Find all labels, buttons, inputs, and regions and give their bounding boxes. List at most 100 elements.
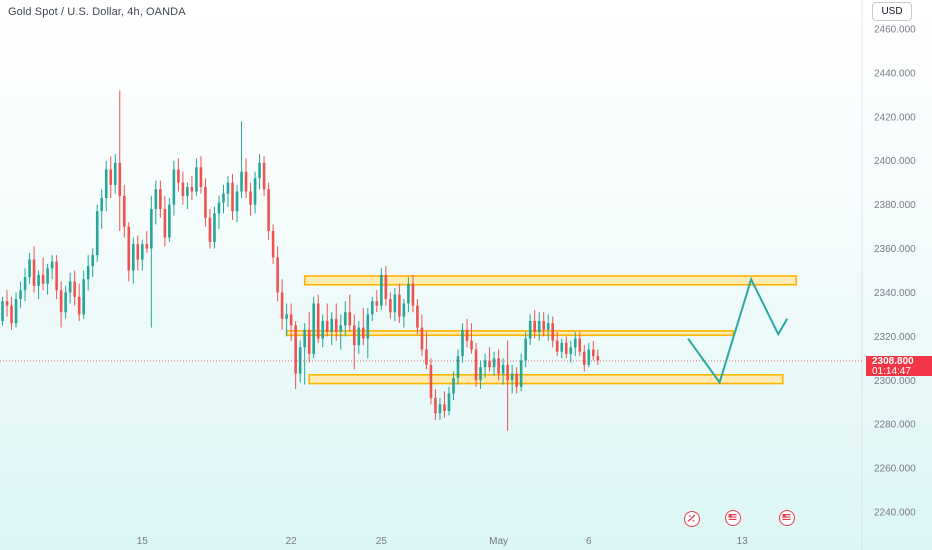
candle-body — [46, 268, 49, 284]
candle-body — [109, 169, 113, 185]
candle-body — [136, 244, 140, 260]
y-tick-label: 2400.000 — [874, 156, 916, 167]
current-price-value: 2308.800 — [872, 356, 914, 367]
symbol-title[interactable]: Gold Spot / U.S. Dollar, 4h, OANDA — [8, 6, 186, 18]
candle — [95, 204, 99, 262]
candle-body — [213, 213, 216, 242]
candle — [325, 303, 329, 337]
candle-body — [159, 189, 162, 210]
candle-body — [262, 162, 266, 190]
candle-body — [596, 356, 600, 361]
candle-body — [154, 189, 158, 210]
candle-body — [131, 244, 135, 271]
candle — [231, 173, 234, 221]
candle-body — [10, 305, 13, 324]
candle-body — [573, 338, 577, 348]
candle — [141, 239, 144, 271]
candle-body — [325, 320, 329, 332]
candle-body — [578, 338, 582, 352]
candle — [64, 285, 67, 319]
us-flag-event-icon[interactable] — [779, 510, 795, 526]
candle-body — [59, 290, 63, 313]
us-flag-event-icon[interactable] — [725, 510, 741, 526]
candle — [262, 156, 266, 196]
candle-body — [411, 283, 415, 306]
candle — [37, 270, 40, 300]
candle — [470, 323, 473, 354]
candle-body — [217, 202, 221, 214]
candle-body — [316, 303, 320, 339]
candle — [497, 349, 500, 381]
y-tick-label: 2260.000 — [874, 464, 916, 475]
candle — [592, 340, 595, 361]
candle-body — [352, 325, 356, 346]
candle-body — [443, 404, 446, 412]
currency-button[interactable]: USD — [872, 2, 912, 21]
candle-body — [479, 367, 482, 381]
candle — [537, 312, 541, 341]
candle-body — [14, 299, 18, 324]
candle — [362, 307, 365, 346]
candle-body — [339, 325, 343, 332]
candle-body — [231, 182, 234, 212]
candle-body — [452, 378, 455, 394]
candle — [208, 209, 212, 249]
candle-body — [168, 204, 171, 238]
y-tick-label: 2240.000 — [874, 508, 916, 519]
y-tick-label: 2380.000 — [874, 200, 916, 211]
candle — [312, 296, 315, 359]
candle — [429, 358, 433, 405]
candle — [334, 303, 338, 341]
candle — [434, 389, 437, 420]
candle-body — [68, 281, 72, 293]
candle — [145, 230, 149, 253]
current-price-label: 2308.800 01:14:47 — [866, 356, 932, 377]
candle — [19, 281, 22, 308]
support-zone — [308, 373, 784, 385]
candle-body — [492, 358, 496, 368]
candle — [339, 314, 343, 350]
y-tick-label: 2280.000 — [874, 420, 916, 431]
candle — [461, 323, 464, 363]
candle — [542, 312, 545, 337]
candle — [154, 180, 158, 225]
candle-body — [172, 169, 176, 205]
candle — [195, 158, 198, 196]
candle-body — [23, 277, 27, 291]
candle — [10, 296, 13, 330]
candle — [411, 274, 415, 313]
candle — [127, 222, 131, 282]
x-tick-label: 25 — [376, 536, 388, 547]
candle — [330, 312, 334, 346]
candle — [28, 252, 31, 284]
candle-body — [122, 195, 126, 227]
candle-body — [73, 281, 76, 297]
candle-body — [425, 349, 428, 365]
candle-body — [195, 167, 198, 192]
candle — [551, 316, 555, 348]
candle — [488, 347, 491, 372]
candle — [104, 160, 108, 212]
dividend-icon[interactable] — [684, 511, 700, 527]
candle — [447, 386, 451, 416]
candle-body — [50, 261, 54, 269]
candle — [82, 270, 85, 319]
candle — [186, 182, 189, 210]
candle-body — [429, 364, 433, 398]
candle-body — [488, 360, 491, 368]
candle — [253, 171, 257, 214]
candle — [569, 340, 573, 363]
candle — [280, 279, 284, 330]
candle — [226, 176, 230, 207]
y-tick-label: 2440.000 — [874, 68, 916, 79]
candle-body — [519, 360, 523, 387]
candle — [501, 358, 505, 385]
candle — [222, 184, 225, 214]
y-tick-label: 2300.000 — [874, 376, 916, 387]
candle — [533, 310, 536, 339]
candle — [267, 182, 270, 240]
candle-body — [32, 259, 36, 286]
candle — [307, 312, 311, 363]
